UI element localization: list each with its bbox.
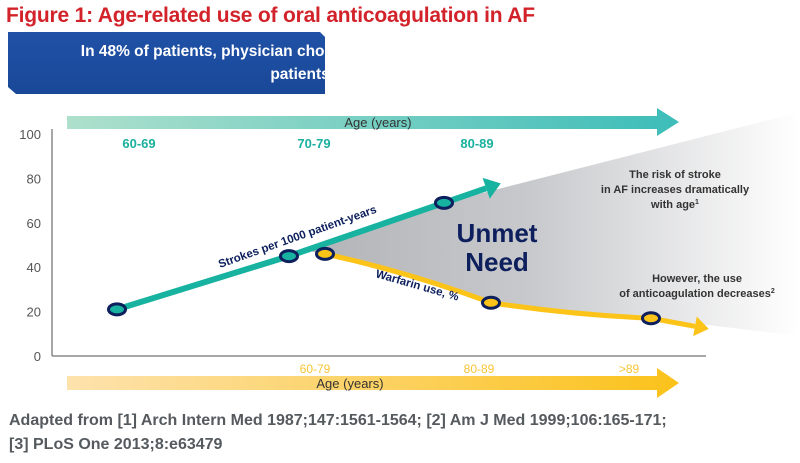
references-footer: Adapted from [1] Arch Intern Med 1987;14… xyxy=(9,409,667,457)
top-age-arrow xyxy=(67,108,679,136)
strokes-arrowhead xyxy=(482,177,501,199)
warfarin-arrowhead xyxy=(693,316,709,337)
use-annotation: of anticoagulation decreases2 xyxy=(619,288,775,300)
top-age-category: 70-79 xyxy=(297,136,330,151)
y-tick-label: 20 xyxy=(27,305,41,320)
callout-banner xyxy=(8,32,325,94)
use-annotation: However, the use xyxy=(652,273,742,285)
callout-line1: In 48% of patients, physician choice was… xyxy=(81,43,649,60)
bottom-age-category: >89 xyxy=(619,362,640,376)
reference-line: Adapted from [1] Arch Intern Med 1987;14… xyxy=(9,412,667,429)
unmet-need-label: Unmet xyxy=(457,218,538,248)
bottom-age-category: 80-89 xyxy=(464,362,495,376)
warfarin-data-point xyxy=(481,295,501,310)
reference-line: [3] PLoS One 2013;8:e63479 xyxy=(9,436,223,453)
y-tick-label: 80 xyxy=(27,171,41,186)
strokes-data-point xyxy=(279,249,299,264)
risk-annotation: The risk of stroke xyxy=(629,169,721,181)
bottom-age-axis-label: Age (years) xyxy=(316,376,383,391)
y-tick-label: 0 xyxy=(34,349,41,364)
y-tick-label: 40 xyxy=(27,260,41,275)
risk-annotation: in AF increases dramatically xyxy=(601,184,750,196)
warfarin-data-point xyxy=(315,246,335,261)
strokes-data-point xyxy=(107,302,127,317)
bottom-age-arrow xyxy=(67,368,679,398)
strokes-series-line xyxy=(116,185,488,313)
bottom-age-category: 60-79 xyxy=(300,362,331,376)
figure-title: Figure 1: Age-related use of oral antico… xyxy=(6,4,535,27)
top-age-category: 80-89 xyxy=(460,136,493,151)
callout-line2: patients with a CHADS2 score ≥23 xyxy=(270,65,516,86)
warfarin-data-point xyxy=(641,311,661,326)
unmet-need-label: Need xyxy=(465,247,529,277)
top-age-category: 60-69 xyxy=(122,136,155,151)
y-tick-label: 60 xyxy=(27,216,41,231)
risk-annotation: with age1 xyxy=(650,199,699,211)
y-tick-label: 100 xyxy=(19,127,41,142)
top-age-axis-label: Age (years) xyxy=(344,115,411,130)
strokes-data-point xyxy=(434,195,454,210)
